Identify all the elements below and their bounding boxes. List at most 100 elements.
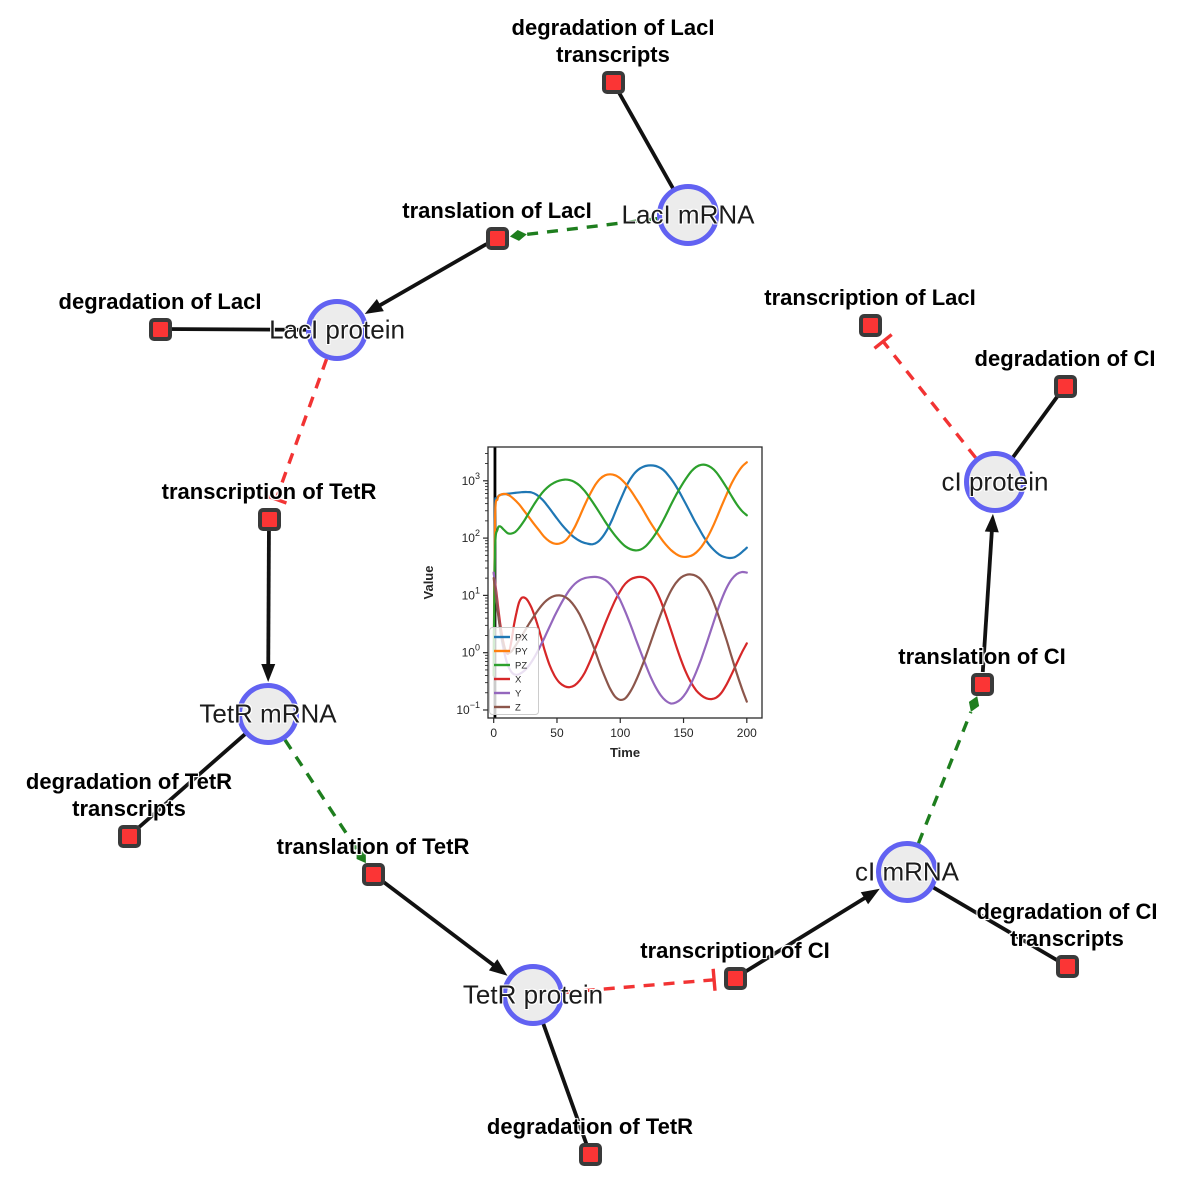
modifier-edge[interactable] bbox=[283, 738, 358, 850]
species-label-tetr_protein: TetR protein bbox=[462, 979, 604, 1010]
edge-ci_protein-tc_laci bbox=[873, 333, 978, 459]
y-tick-label: 10−1 bbox=[456, 700, 480, 717]
inhibition-edge[interactable] bbox=[274, 358, 329, 500]
inhibition-tbar-icon bbox=[265, 493, 288, 505]
reaction-label-deg_tetr_tx: degradation of TetR transcripts bbox=[26, 768, 232, 822]
reaction-node-tc_tetr[interactable] bbox=[257, 507, 281, 531]
edge-tc_ci-ci_mrna bbox=[744, 888, 880, 974]
reaction-label-line: degradation of LacI bbox=[511, 15, 715, 40]
edge-tl_tetr-tetr_protein bbox=[381, 879, 508, 976]
arrowhead-icon bbox=[261, 663, 276, 683]
edge-tl_laci-laci_protein bbox=[364, 242, 488, 315]
production-edge[interactable] bbox=[266, 530, 271, 669]
reaction-label-line: transcription of LacI bbox=[764, 285, 976, 310]
inhibition-tbar-icon bbox=[873, 333, 893, 350]
reaction-label-line: translation of LacI bbox=[402, 198, 592, 223]
production-edge[interactable] bbox=[980, 527, 994, 673]
reaction-label-deg_ci: degradation of CI bbox=[975, 345, 1156, 372]
species-label-laci_mrna: LacI mRNA bbox=[621, 199, 755, 230]
legend-label-Z: Z bbox=[515, 703, 521, 714]
species-node-ci_protein[interactable] bbox=[964, 451, 1026, 513]
x-tick-label: 150 bbox=[674, 726, 694, 740]
y-axis-title: Value bbox=[421, 566, 436, 600]
reaction-node-tc_ci[interactable] bbox=[723, 966, 747, 990]
edge-tetr_mrna-tl_tetr bbox=[283, 738, 366, 864]
reaction-label-line: degradation of CI bbox=[976, 899, 1158, 924]
inhibition-edge[interactable] bbox=[563, 978, 715, 995]
reaction-node-tc_laci[interactable] bbox=[858, 313, 882, 337]
plot-legend: PX PY PZ XYZ bbox=[489, 627, 539, 715]
legend-label-X: X bbox=[515, 675, 522, 686]
reaction-label-line: degradation of TetR bbox=[486, 1114, 694, 1139]
x-tick-label: 200 bbox=[737, 726, 757, 740]
edge-tl_ci-ci_protein bbox=[980, 513, 999, 673]
modifier-edge[interactable] bbox=[526, 217, 658, 237]
arrowhead-icon bbox=[984, 513, 999, 533]
production-edge[interactable] bbox=[375, 242, 488, 309]
edge-tc_tetr-tetr_mrna bbox=[261, 530, 276, 683]
reaction-label-deg_laci: degradation of LacI bbox=[59, 288, 262, 315]
y-tick-label: 101 bbox=[462, 585, 480, 602]
reaction-label-line: translation of CI bbox=[898, 644, 1066, 669]
reaction-label-tc_tetr: transcription of TetR bbox=[162, 478, 377, 505]
edge-tetr_protein-tc_ci bbox=[563, 968, 717, 995]
reaction-node-tl_ci[interactable] bbox=[970, 672, 994, 696]
y-tick-label: 100 bbox=[462, 643, 480, 660]
species-label-ci_mrna: cI mRNA bbox=[855, 856, 959, 887]
reaction-label-line: transcripts bbox=[1010, 926, 1124, 951]
reaction-label-tl_tetr: translation of TetR bbox=[277, 833, 470, 860]
modifier-edge[interactable] bbox=[916, 711, 973, 844]
species-node-tetr_mrna[interactable] bbox=[237, 683, 299, 745]
species-node-ci_mrna[interactable] bbox=[876, 841, 938, 903]
plot-border bbox=[487, 446, 763, 719]
reaction-node-tl_tetr[interactable] bbox=[361, 862, 385, 886]
reaction-label-line: degradation of LacI bbox=[58, 289, 262, 314]
reaction-node-deg_tetr[interactable] bbox=[578, 1142, 602, 1166]
reaction-node-deg_tetr_tx[interactable] bbox=[117, 824, 141, 848]
legend-label-Y: Y bbox=[515, 689, 522, 700]
production-edge[interactable] bbox=[381, 879, 498, 969]
diamond-arrowhead-icon bbox=[509, 229, 527, 241]
reaction-label-line: degradation of CI bbox=[974, 346, 1156, 371]
reaction-label-line: translation of TetR bbox=[276, 834, 470, 859]
reaction-label-tl_laci: translation of LacI bbox=[402, 197, 591, 224]
arrowhead-icon bbox=[488, 959, 508, 976]
reaction-label-line: transcripts bbox=[556, 42, 670, 67]
diamond-arrowhead-icon bbox=[356, 848, 366, 864]
x-tick-label: 100 bbox=[610, 726, 630, 740]
species-label-ci_protein: cI protein bbox=[941, 466, 1049, 497]
inhibition-tbar-icon bbox=[711, 968, 717, 991]
production-edge[interactable] bbox=[744, 894, 869, 974]
reaction-label-line: transcription of TetR bbox=[161, 479, 377, 504]
legend-box bbox=[489, 627, 539, 715]
reaction-node-deg_ci[interactable] bbox=[1053, 374, 1077, 398]
reaction-label-deg_ci_tx: degradation of CI transcripts bbox=[977, 898, 1158, 952]
legend-label-PY: PY bbox=[515, 647, 528, 658]
y-tick-label: 102 bbox=[462, 528, 480, 545]
series-PZ bbox=[492, 463, 748, 677]
reaction-label-line: transcription of CI bbox=[640, 938, 830, 963]
reaction-node-deg_ci_tx[interactable] bbox=[1055, 954, 1079, 978]
species-node-laci_mrna[interactable] bbox=[657, 184, 719, 246]
inset-plot: 0 50 100 150 20010−1100101102103TimeValuePXP… bbox=[421, 446, 763, 760]
reaction-label-line: transcripts bbox=[72, 796, 186, 821]
species-node-laci_protein[interactable] bbox=[306, 299, 368, 361]
species-node-tetr_protein[interactable] bbox=[502, 964, 564, 1026]
arrowhead-icon bbox=[860, 888, 880, 905]
reaction-node-deg_laci_tx[interactable] bbox=[601, 70, 625, 94]
species-label-laci_protein: LacI protein bbox=[269, 314, 405, 345]
reaction-label-tl_ci: translation of CI bbox=[898, 643, 1065, 670]
reaction-node-deg_laci[interactable] bbox=[148, 317, 172, 341]
legend-label-PX: PX bbox=[515, 633, 528, 644]
reaction-label-tc_laci: transcription of LacI bbox=[764, 284, 975, 311]
series-PX bbox=[492, 464, 748, 677]
reaction-label-line: degradation of TetR bbox=[25, 769, 233, 794]
inhibition-edge[interactable] bbox=[881, 340, 978, 459]
reaction-label-tc_ci: transcription of CI bbox=[640, 937, 829, 964]
diamond-arrowhead-icon bbox=[968, 696, 980, 712]
reaction-label-deg_tetr: degradation of TetR bbox=[487, 1113, 693, 1140]
reaction-node-tl_laci[interactable] bbox=[485, 226, 509, 250]
y-tick-label: 103 bbox=[462, 471, 480, 488]
